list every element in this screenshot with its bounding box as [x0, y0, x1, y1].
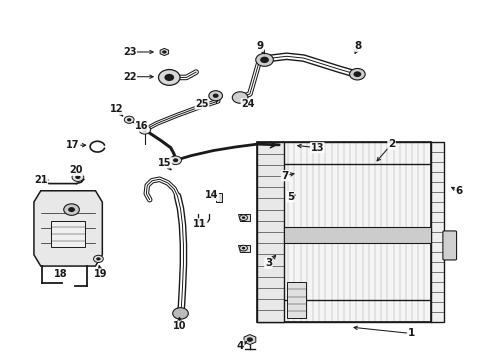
Polygon shape — [238, 214, 250, 221]
Text: 15: 15 — [158, 158, 172, 168]
Circle shape — [240, 245, 247, 251]
Circle shape — [247, 337, 253, 342]
Circle shape — [213, 94, 219, 98]
Text: 4: 4 — [237, 341, 244, 351]
Text: 23: 23 — [123, 47, 136, 57]
Text: 14: 14 — [205, 190, 219, 201]
Circle shape — [170, 156, 181, 165]
Text: 25: 25 — [195, 99, 209, 109]
Text: 22: 22 — [123, 72, 136, 82]
Circle shape — [96, 257, 100, 261]
Bar — [287, 282, 306, 318]
Text: 7: 7 — [281, 171, 289, 181]
Circle shape — [94, 255, 103, 262]
Polygon shape — [160, 48, 169, 55]
Circle shape — [260, 57, 269, 63]
Circle shape — [173, 158, 178, 162]
Text: 9: 9 — [256, 41, 263, 51]
Text: 8: 8 — [355, 41, 362, 51]
Circle shape — [75, 175, 80, 179]
Circle shape — [164, 74, 174, 81]
Circle shape — [256, 53, 273, 66]
Text: 17: 17 — [66, 140, 80, 150]
Text: 10: 10 — [173, 321, 186, 331]
Circle shape — [159, 69, 180, 85]
Circle shape — [353, 71, 361, 77]
Circle shape — [142, 128, 147, 132]
Text: 21: 21 — [34, 175, 48, 185]
Text: 19: 19 — [94, 269, 108, 279]
Bar — [284, 226, 431, 243]
Circle shape — [349, 68, 365, 80]
Circle shape — [139, 126, 151, 134]
Text: 6: 6 — [455, 186, 463, 197]
Circle shape — [232, 92, 248, 103]
Circle shape — [242, 216, 245, 219]
Bar — [51, 221, 85, 247]
Bar — [257, 142, 284, 321]
Text: 11: 11 — [193, 219, 207, 229]
Polygon shape — [34, 191, 102, 266]
Text: 16: 16 — [135, 121, 148, 131]
Text: 12: 12 — [110, 104, 124, 114]
Polygon shape — [244, 334, 256, 345]
Circle shape — [64, 204, 79, 215]
Text: 24: 24 — [241, 99, 255, 109]
FancyBboxPatch shape — [443, 231, 457, 260]
Polygon shape — [211, 193, 221, 202]
Text: 5: 5 — [287, 192, 294, 202]
Text: 3: 3 — [265, 258, 272, 268]
Circle shape — [127, 118, 131, 121]
Text: 1: 1 — [408, 328, 415, 338]
Circle shape — [124, 116, 134, 123]
Text: 18: 18 — [53, 269, 67, 279]
Circle shape — [68, 207, 75, 212]
Text: 20: 20 — [70, 165, 83, 175]
Circle shape — [209, 91, 222, 101]
Polygon shape — [238, 244, 250, 252]
Bar — [257, 142, 431, 321]
Text: 13: 13 — [311, 143, 324, 153]
Text: 2: 2 — [388, 139, 395, 149]
Circle shape — [242, 247, 245, 249]
Circle shape — [240, 215, 247, 221]
Circle shape — [72, 173, 84, 181]
Circle shape — [162, 50, 167, 54]
Circle shape — [172, 308, 188, 319]
Bar — [431, 142, 444, 321]
